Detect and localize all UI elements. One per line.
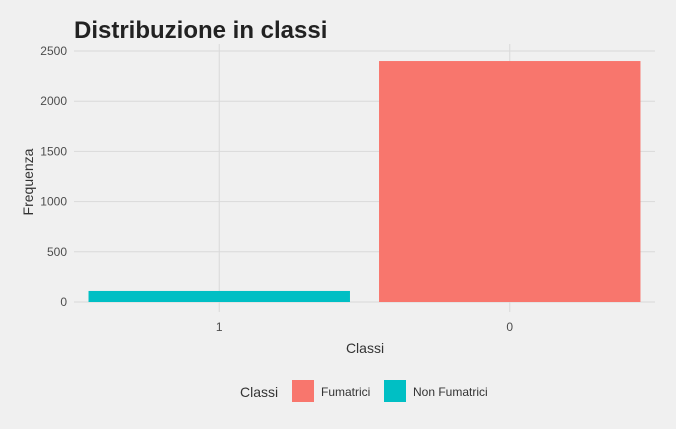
y-tick-label: 0 <box>60 295 67 309</box>
bar-0 <box>379 61 641 302</box>
legend-title: Classi <box>240 384 278 400</box>
legend-swatch-non-fumatrici <box>384 380 406 402</box>
tick-layer: 0 500 1000 1500 2000 2500 1 0 <box>40 44 513 334</box>
chart-title: Distribuzione in classi <box>74 17 327 44</box>
legend-swatch-fumatrici <box>292 380 314 402</box>
y-tick-label: 1500 <box>40 144 67 158</box>
legend-label-fumatrici: Fumatrici <box>321 385 370 399</box>
x-tick-label: 1 <box>216 320 223 334</box>
y-tick-label: 1000 <box>40 195 67 209</box>
x-axis-title: Classi <box>346 340 384 356</box>
y-axis-title: Frequenza <box>20 148 36 215</box>
y-tick-label: 500 <box>47 245 67 259</box>
x-tick-label: 0 <box>506 320 513 334</box>
y-tick-label: 2000 <box>40 94 67 108</box>
bar-layer <box>88 61 641 302</box>
bar-1 <box>88 290 350 302</box>
legend-label-non-fumatrici: Non Fumatrici <box>413 385 488 399</box>
legend: Classi Fumatrici Non Fumatrici <box>240 380 488 402</box>
y-tick-label: 2500 <box>40 44 67 58</box>
